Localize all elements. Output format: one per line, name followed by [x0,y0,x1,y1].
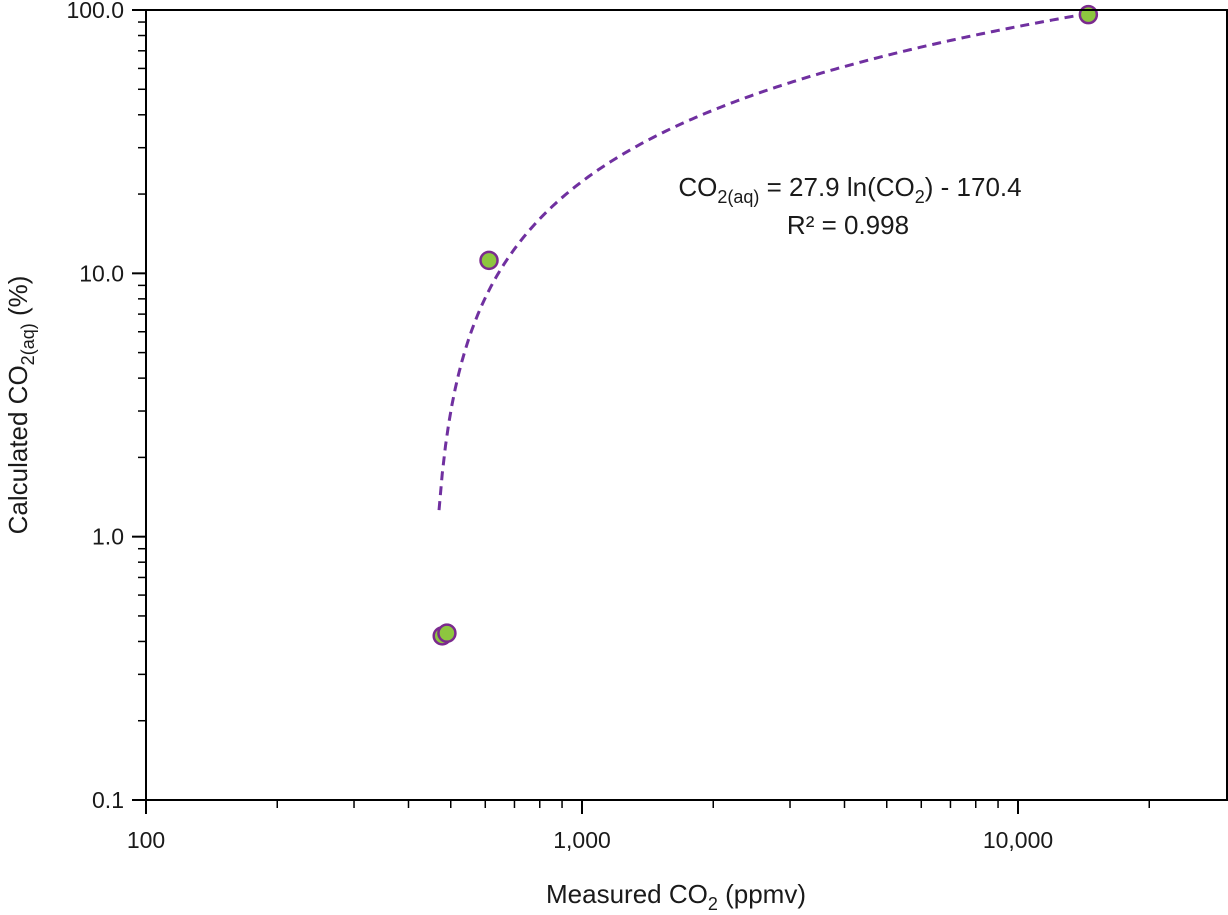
y-tick-label: 1.0 [92,524,124,550]
data-points [432,4,1099,646]
x-tick-label: 1,000 [553,827,611,853]
minor-ticks [138,21,1150,808]
trendline [437,12,1089,511]
y-tick-label: 100.0 [66,0,124,23]
x-tick-label: 100 [127,827,165,853]
x-axis-label: Measured CO2 (ppmv) [546,879,806,910]
y-tick-label: 10.0 [79,260,124,286]
data-point [479,250,499,271]
major-ticks [132,9,1019,814]
r-squared-label: R² = 0.998 [787,210,909,240]
tick-labels: 100 1,000 10,000 0.1 1.0 10.0 100.0 [66,0,1053,853]
plot-frame [145,9,1228,801]
data-point [437,623,457,643]
x-tick-label: 10,000 [983,827,1053,853]
y-tick-label: 0.1 [92,787,124,813]
data-point [1078,4,1099,25]
trendline-equation: CO2(aq) = 27.9 ln(CO2) - 170.4 [678,172,1021,207]
y-axis-label: Calculated CO2(aq) (%) [3,276,38,535]
